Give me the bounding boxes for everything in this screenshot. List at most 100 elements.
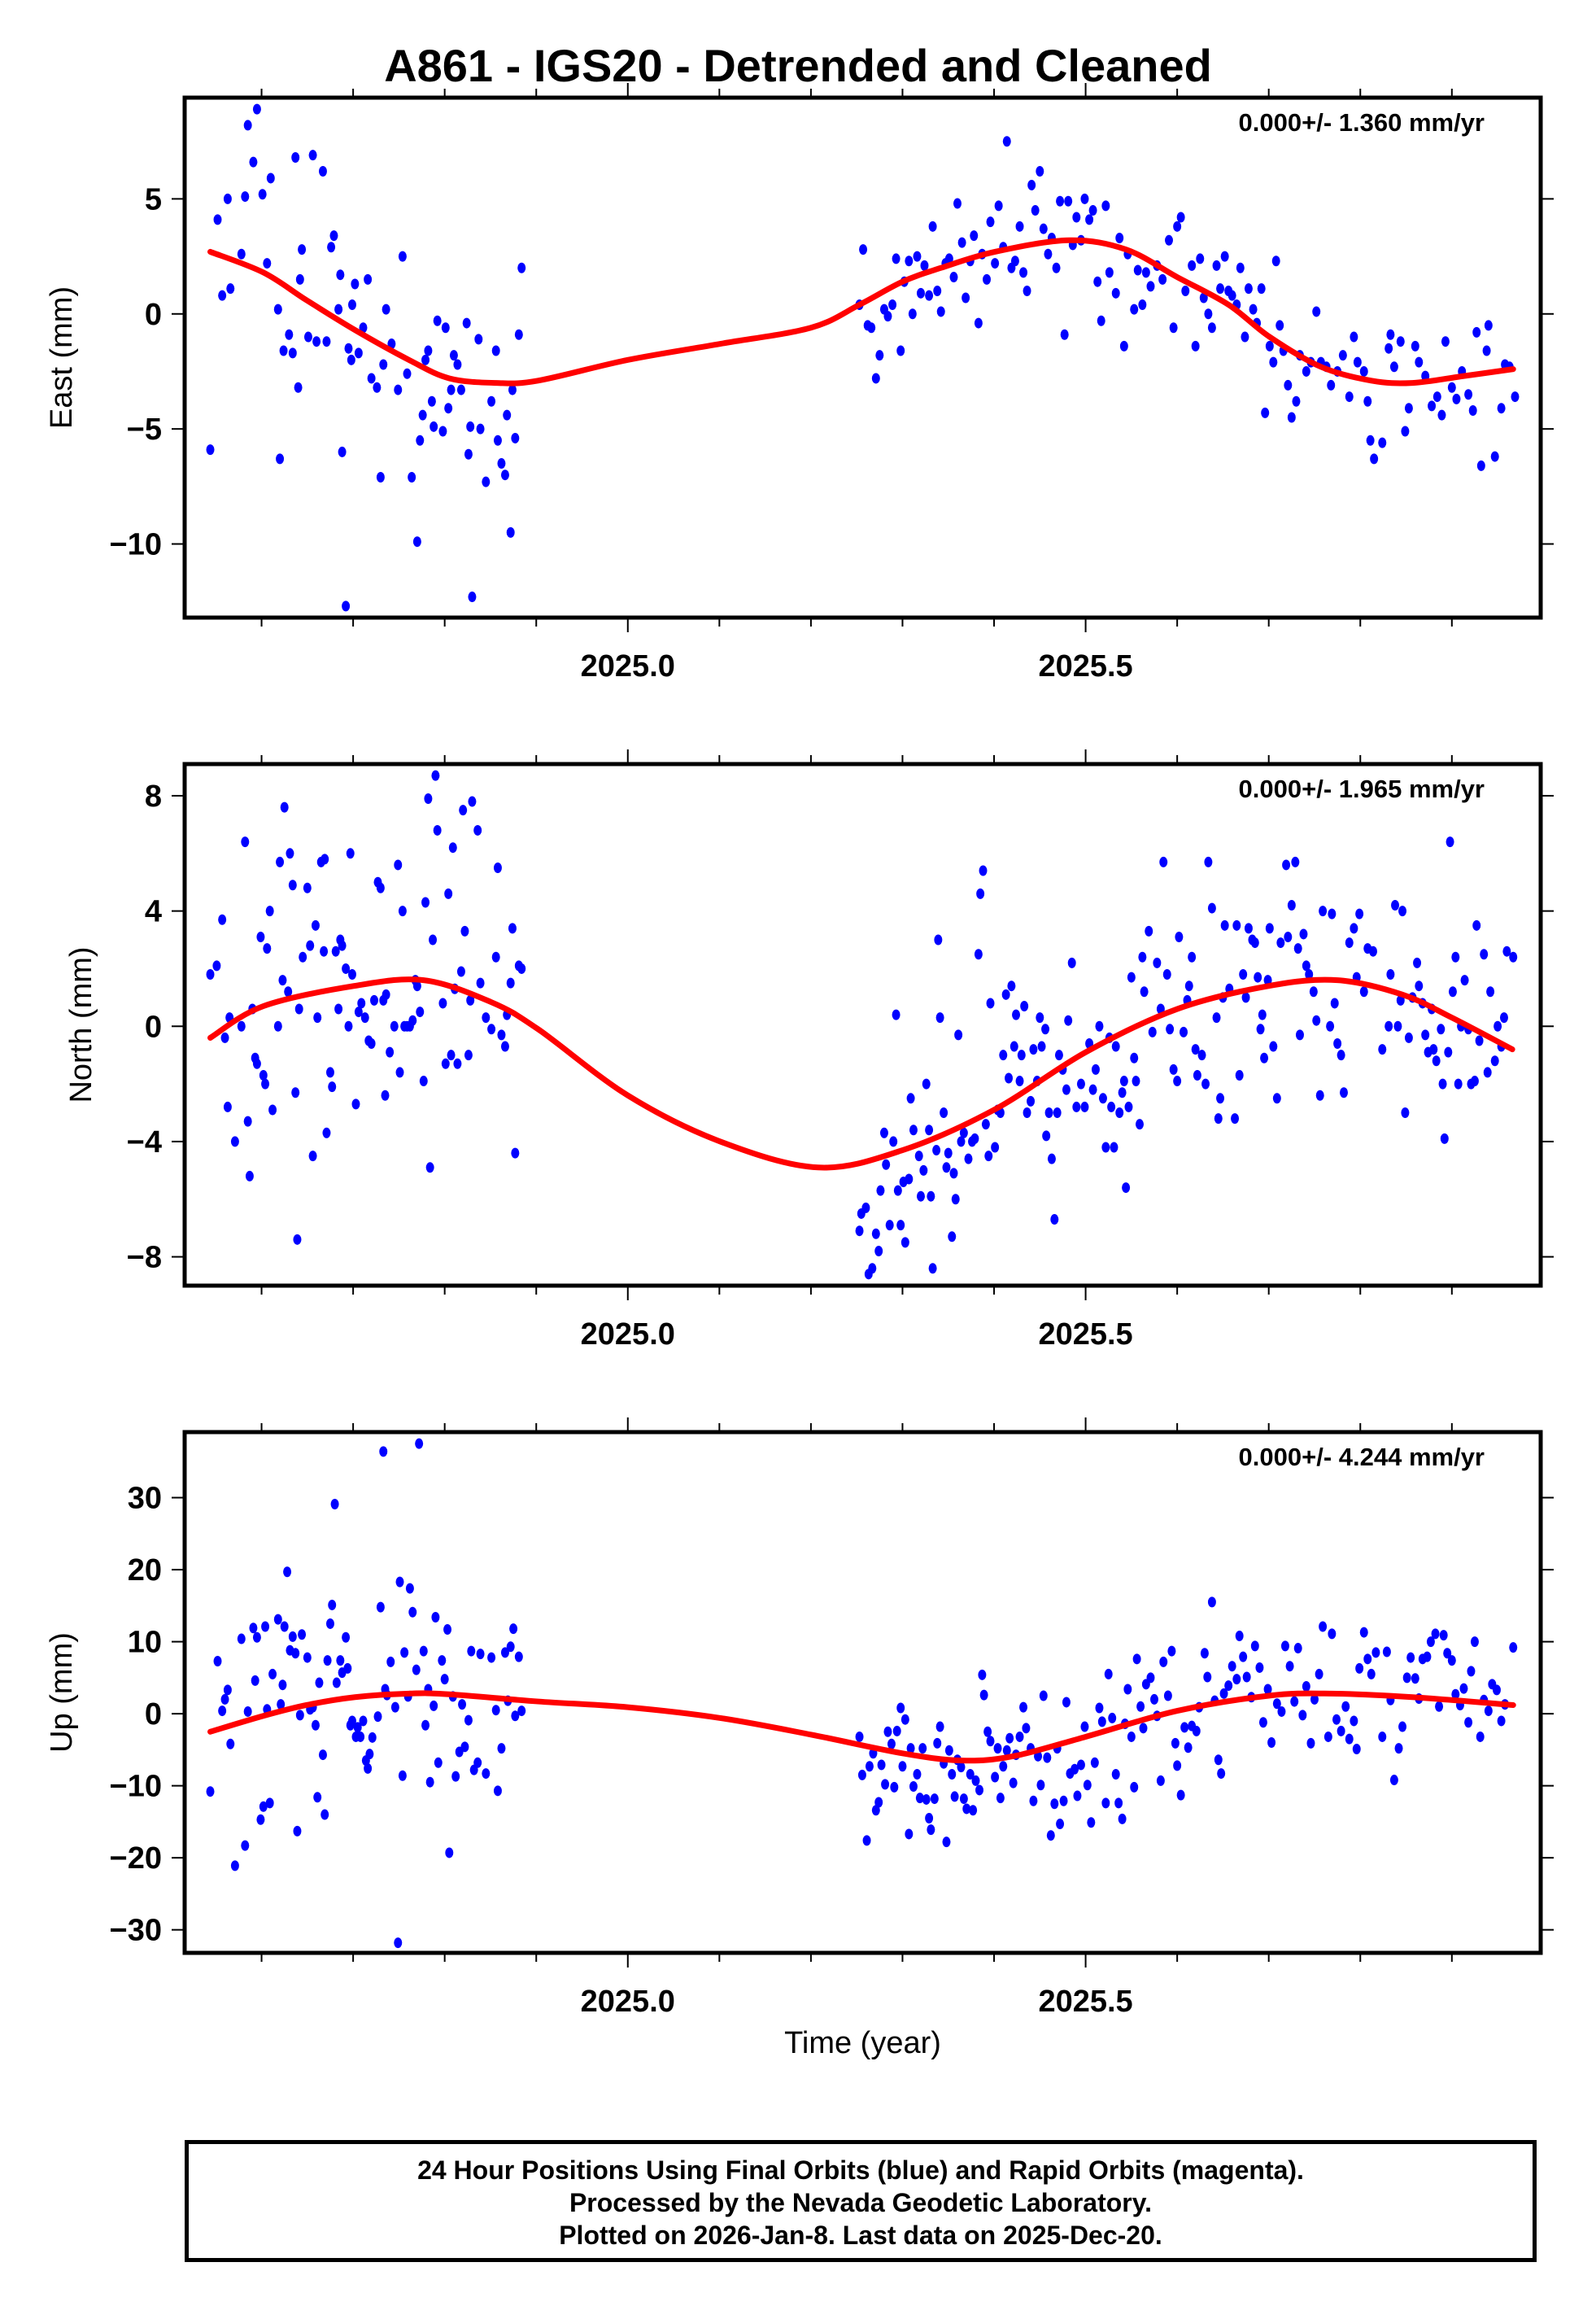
data-point [1441, 336, 1450, 347]
data-point [959, 1127, 968, 1138]
data-point [1193, 1069, 1201, 1081]
data-point [288, 880, 297, 891]
data-point [1104, 1668, 1113, 1679]
data-point [928, 221, 937, 232]
data-point [1216, 283, 1225, 295]
data-point [1404, 1032, 1413, 1043]
data-point [382, 989, 390, 1000]
x-tick-label: 2025.0 [581, 649, 675, 684]
data-point [509, 1623, 518, 1635]
data-point [294, 1003, 303, 1015]
data-point [930, 1793, 939, 1805]
y-axis-label: East (mm) [45, 286, 79, 429]
data-point [438, 426, 447, 437]
data-point [970, 230, 979, 242]
data-point [218, 1705, 227, 1717]
data-point [338, 940, 347, 951]
data-point [883, 1726, 892, 1737]
data-point [915, 1793, 924, 1804]
data-point [315, 1677, 324, 1688]
data-point [291, 152, 300, 164]
data-point [976, 888, 985, 899]
data-point [892, 253, 900, 264]
data-point [398, 1770, 407, 1781]
plot-frame [182, 95, 1543, 620]
data-point [898, 1761, 907, 1772]
data-point [959, 1793, 968, 1805]
data-point [321, 1809, 329, 1820]
data-point [237, 1633, 246, 1644]
data-point [276, 856, 285, 867]
data-point [1389, 361, 1398, 373]
data-point [487, 395, 496, 407]
data-point [476, 1649, 485, 1660]
data-point [1411, 1673, 1419, 1684]
data-point [889, 1136, 898, 1147]
data-point [1406, 1652, 1415, 1663]
data-point [1250, 937, 1259, 949]
fit-curve [207, 1690, 1516, 1764]
data-point [996, 1793, 1005, 1804]
data-point [500, 1041, 509, 1052]
data-point [1041, 1024, 1050, 1035]
data-point [321, 854, 329, 865]
data-point [1282, 859, 1291, 871]
data-point [280, 1621, 289, 1632]
data-point [922, 1793, 931, 1805]
data-point [1323, 1731, 1332, 1742]
data-point [1396, 994, 1405, 1006]
y-tick-label: 10 [128, 1626, 162, 1660]
data-point [1256, 1024, 1265, 1035]
data-point [376, 1601, 385, 1613]
data-point [334, 1003, 343, 1015]
data-point [1339, 1087, 1348, 1098]
data-point [1175, 931, 1184, 942]
data-point [1239, 969, 1248, 980]
data-point [1269, 1041, 1278, 1052]
x-tick-label: 2025.5 [1038, 1985, 1132, 2019]
data-point [1133, 264, 1142, 276]
data-point [881, 1779, 890, 1790]
data-point [1224, 1680, 1233, 1692]
data-point [1124, 1101, 1133, 1112]
data-point [1290, 1696, 1299, 1707]
data-point [957, 237, 966, 248]
x-tick-label: 2025.5 [1038, 649, 1132, 684]
data-point [871, 373, 880, 384]
data-point [353, 1722, 362, 1733]
data-point [1353, 356, 1362, 368]
data-point [1302, 365, 1310, 377]
data-point [376, 882, 385, 893]
data-point [1272, 1698, 1281, 1710]
data-point [394, 384, 403, 395]
data-point [443, 1624, 452, 1636]
data-point [1135, 1119, 1144, 1130]
data-point [285, 329, 294, 340]
data-point [1036, 165, 1044, 177]
data-point [493, 862, 502, 873]
data-point [1046, 1830, 1055, 1841]
data-point [1476, 460, 1485, 471]
data-point [456, 966, 465, 977]
data-point [1490, 451, 1499, 462]
data-point [418, 409, 427, 421]
y-tick-label: −5 [127, 413, 162, 447]
data-point [1359, 986, 1368, 998]
data-point [430, 1700, 438, 1711]
data-point [1115, 232, 1124, 243]
data-point [1464, 1717, 1473, 1728]
data-point [291, 1648, 300, 1659]
data-point [295, 1710, 304, 1721]
data-point [1146, 281, 1155, 292]
data-point [1378, 437, 1387, 448]
data-point [273, 1020, 282, 1032]
data-point [1258, 1717, 1267, 1728]
data-point [1196, 253, 1205, 264]
data-point [1001, 989, 1010, 1000]
data-point [386, 1046, 395, 1058]
chart-title: A861 - IGS20 - Detrended and Cleaned [384, 40, 1212, 91]
data-point [925, 1812, 934, 1823]
data-point [906, 1093, 915, 1104]
data-point [883, 311, 892, 322]
data-point [1119, 340, 1128, 352]
